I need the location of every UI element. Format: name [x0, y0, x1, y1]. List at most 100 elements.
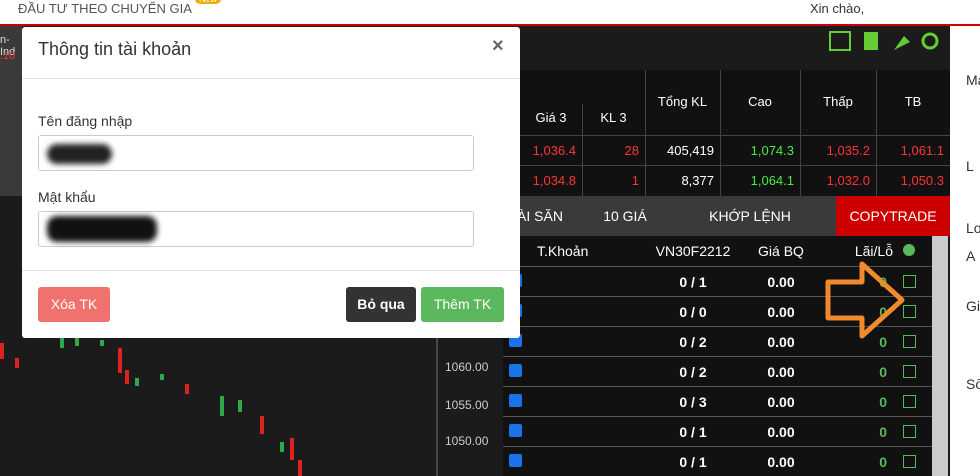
edit-icon[interactable] [903, 335, 916, 348]
change: .10 [0, 50, 16, 62]
sidebar-label: A [966, 248, 976, 264]
cell: 0.00 [767, 274, 795, 290]
arrow-annotation [825, 261, 905, 339]
edit-icon[interactable] [903, 305, 916, 318]
row-line [503, 446, 932, 447]
delete-button[interactable]: Xóa TK [38, 287, 110, 322]
candles [60, 338, 284, 452]
row-line [503, 326, 932, 327]
cell: 1,034.8 [532, 173, 576, 188]
nav-item[interactable]: ĐẦU TƯ THEO CHUYỂN GIA [18, 1, 192, 16]
chart [0, 338, 438, 476]
row-line [503, 416, 932, 417]
cell: 0 [879, 394, 887, 410]
edit-icon[interactable] [903, 455, 916, 468]
cell: 0.00 [767, 394, 795, 410]
sidebar-label: Số [966, 376, 980, 392]
tab[interactable]: KHỚP LỆNH [709, 208, 791, 224]
row-line [520, 165, 950, 166]
price-label: 1060.00 [445, 360, 489, 374]
edit-icon[interactable] [903, 425, 916, 438]
chart-icon[interactable] [829, 31, 851, 51]
separator [800, 70, 801, 196]
cell: 0 / 3 [679, 394, 707, 410]
column-header: TB [904, 94, 922, 109]
cell: 1,032.0 [826, 173, 870, 188]
cancel-button[interactable]: Bỏ qua [346, 287, 416, 322]
cell: 0 / 0 [679, 304, 707, 320]
refresh-icon[interactable] [921, 32, 939, 50]
sidebar-label: Lo [966, 220, 980, 236]
column-header: T.Khoản [537, 243, 589, 259]
cell: 0 [879, 424, 887, 440]
checkbox[interactable] [509, 454, 522, 467]
separator [645, 70, 646, 196]
password-input[interactable] [38, 211, 474, 247]
sidebar-label: Gi [966, 298, 980, 314]
cell: 0 / 1 [679, 274, 707, 290]
cell: 1,036.4 [532, 143, 576, 158]
badge: New [195, 0, 222, 4]
cell: 0.00 [767, 364, 795, 380]
cell: 0.00 [767, 424, 795, 440]
row-line [503, 356, 932, 357]
hammer-icon[interactable] [894, 36, 910, 50]
column-header: Giá 3 [535, 110, 567, 125]
edit-icon[interactable] [903, 275, 916, 288]
tab[interactable]: 10 GIÁ [603, 208, 647, 224]
column-header: Giá BQ [758, 243, 804, 259]
add-icon[interactable] [903, 244, 915, 256]
edit-icon[interactable] [903, 365, 916, 378]
row-line [503, 296, 932, 297]
row-line [503, 386, 932, 387]
sidebar: Ma L Lo A Gi Số [950, 26, 980, 476]
calc-icon[interactable] [864, 32, 878, 50]
separator [876, 70, 877, 196]
cell: 0.00 [767, 454, 795, 470]
field-label: Tên đăng nhập [38, 113, 133, 129]
modal-title: Thông tin tài khoản [38, 39, 192, 59]
price-label: 1050.00 [445, 434, 489, 448]
cell: 1,061.1 [900, 143, 944, 158]
field-label: Mật khẩu [38, 189, 96, 205]
cell: 0.00 [767, 304, 795, 320]
tab[interactable]: COPYTRADE [836, 196, 950, 236]
checkbox[interactable] [509, 364, 522, 377]
candles-down [0, 343, 302, 476]
scrollbar[interactable] [932, 236, 948, 476]
header: ĐẦU TƯ THEO CHUYỂN GIA New Xin chào, [0, 0, 980, 26]
price-label: 1055.00 [445, 398, 489, 412]
checkbox[interactable] [509, 394, 522, 407]
column-header: KL 3 [600, 110, 627, 125]
cell: 1,074.3 [750, 143, 794, 158]
cell: 0 / 1 [679, 454, 707, 470]
column-header: Lãi/Lỗ [854, 243, 893, 259]
cell: 0 [879, 364, 887, 380]
cell: 0 / 1 [679, 424, 707, 440]
username-input[interactable] [38, 135, 474, 171]
cell: 1 [631, 173, 639, 188]
row-line [520, 135, 950, 136]
row-line [503, 266, 932, 267]
tabs: ÀI SĂN 10 GIÁ KHỚP LỆNH COPYTRADE [495, 196, 950, 236]
column-header: Thấp [823, 94, 853, 109]
checkbox[interactable] [509, 424, 522, 437]
tab[interactable]: ÀI SĂN [517, 208, 563, 224]
column-header: Cao [748, 94, 772, 109]
cell: 0 / 2 [679, 334, 707, 350]
sidebar-label: L [966, 158, 974, 174]
market-table: Giá 3 KL 3 Tổng KL Cao Thấp TB 1,036.4 28 405,41… [520, 70, 950, 196]
cell: 8,377 [681, 173, 714, 188]
column-header: Tổng KL [657, 94, 708, 109]
cell: 1,050.3 [900, 173, 944, 188]
modal: Thông tin tài khoản × Tên đăng nhập Mật … [22, 27, 520, 338]
cell: 0 / 2 [679, 364, 707, 380]
cell: 0.00 [767, 334, 795, 350]
add-button[interactable]: Thêm TK [421, 287, 504, 322]
cell: 1,035.2 [826, 143, 870, 158]
edit-icon[interactable] [903, 395, 916, 408]
cell: 1,064.1 [750, 173, 794, 188]
separator [720, 70, 721, 196]
close-button[interactable]: × [492, 35, 504, 57]
